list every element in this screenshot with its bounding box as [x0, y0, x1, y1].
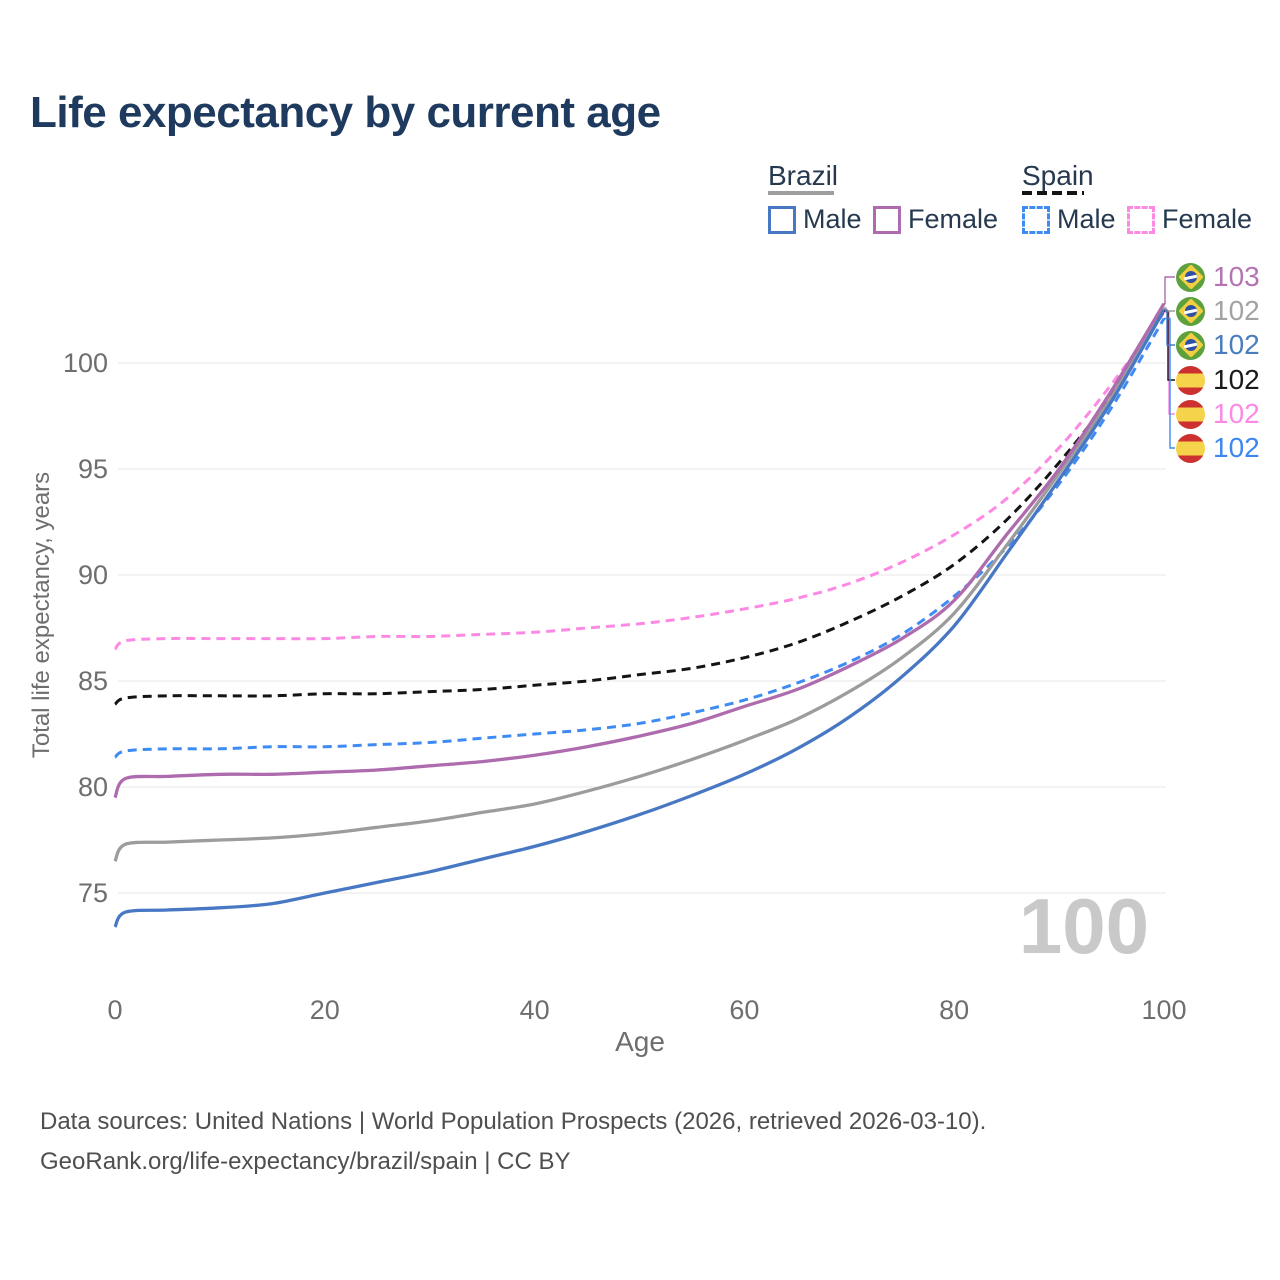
end-label-spain-total: 102	[1176, 363, 1260, 397]
spain-flag-icon	[1176, 365, 1205, 395]
gridlines	[118, 362, 1166, 894]
page-title: Life expectancy by current age	[30, 88, 661, 137]
x-tick-label: 100	[1141, 995, 1187, 1025]
x-tick-label: 60	[729, 995, 760, 1025]
y-tick-label: 100	[62, 348, 108, 378]
brazil-flag-icon	[1176, 330, 1205, 360]
y-tick-label: 80	[77, 772, 108, 802]
legend-label: Female	[1162, 204, 1253, 234]
legend-entry-spain-female[interactable]: Female	[1127, 204, 1252, 235]
legend-label: Female	[908, 204, 999, 234]
x-tick-label: 40	[519, 995, 550, 1025]
legend-underline-spain	[1022, 191, 1084, 195]
end-value: 102	[1213, 329, 1260, 360]
watermark-100: 100	[1019, 882, 1149, 970]
legend-underline-brazil	[768, 191, 834, 195]
footer-attribution: GeoRank.org/life-expectancy/brazil/spain…	[40, 1148, 571, 1175]
x-axis-title: Age	[615, 1026, 665, 1057]
line-brazil-total[interactable]	[113, 307, 1166, 863]
end-value: 103	[1213, 261, 1260, 292]
label-connector-lines	[1164, 276, 1175, 449]
y-tick-label: 90	[77, 560, 108, 590]
end-value: 102	[1213, 398, 1260, 429]
end-label-spain-male: 102	[1176, 431, 1260, 465]
brazil-female-swatch-icon	[873, 205, 901, 234]
end-label-spain-female: 102	[1176, 397, 1260, 431]
y-tick-label: 75	[77, 878, 108, 908]
end-value: 102	[1213, 432, 1260, 463]
legend-country-spain[interactable]: Spain	[1022, 160, 1094, 191]
brazil-flag-icon	[1176, 296, 1205, 326]
y-tick-label: 95	[77, 454, 108, 484]
spain-male-swatch-icon	[1022, 205, 1050, 234]
end-value: 102	[1213, 364, 1260, 395]
legend-country-brazil[interactable]: Brazil	[768, 160, 839, 191]
line-brazil-female[interactable]	[113, 302, 1166, 799]
x-tick-label: 0	[107, 995, 123, 1025]
line-brazil-male[interactable]	[113, 309, 1166, 928]
end-label-brazil-male: 102	[1176, 328, 1260, 362]
y-tick-label: 85	[77, 666, 108, 696]
spain-flag-icon	[1176, 399, 1205, 429]
end-value: 102	[1213, 295, 1260, 326]
legend-label: Male	[803, 204, 862, 234]
legend-entry-spain-male[interactable]: Male	[1022, 204, 1116, 235]
end-label-brazil-female: 103	[1176, 260, 1260, 294]
line-spain-male[interactable]	[114, 317, 1166, 759]
footer-data-sources: Data sources: United Nations | World Pop…	[40, 1108, 987, 1135]
brazil-flag-icon	[1176, 262, 1205, 292]
line-spain-female[interactable]	[113, 311, 1166, 651]
legend-entry-brazil-male[interactable]: Male	[768, 204, 862, 235]
legend-entry-brazil-female[interactable]: Female	[873, 204, 998, 235]
line-spain-total[interactable]	[114, 310, 1166, 706]
x-tick-label: 20	[309, 995, 340, 1025]
legend-label: Male	[1057, 204, 1116, 234]
spain-flag-icon	[1176, 433, 1205, 463]
x-tick-label: 80	[939, 995, 970, 1025]
brazil-male-swatch-icon	[768, 205, 796, 234]
end-label-brazil-total: 102	[1176, 294, 1260, 328]
spain-female-swatch-icon	[1127, 205, 1155, 234]
